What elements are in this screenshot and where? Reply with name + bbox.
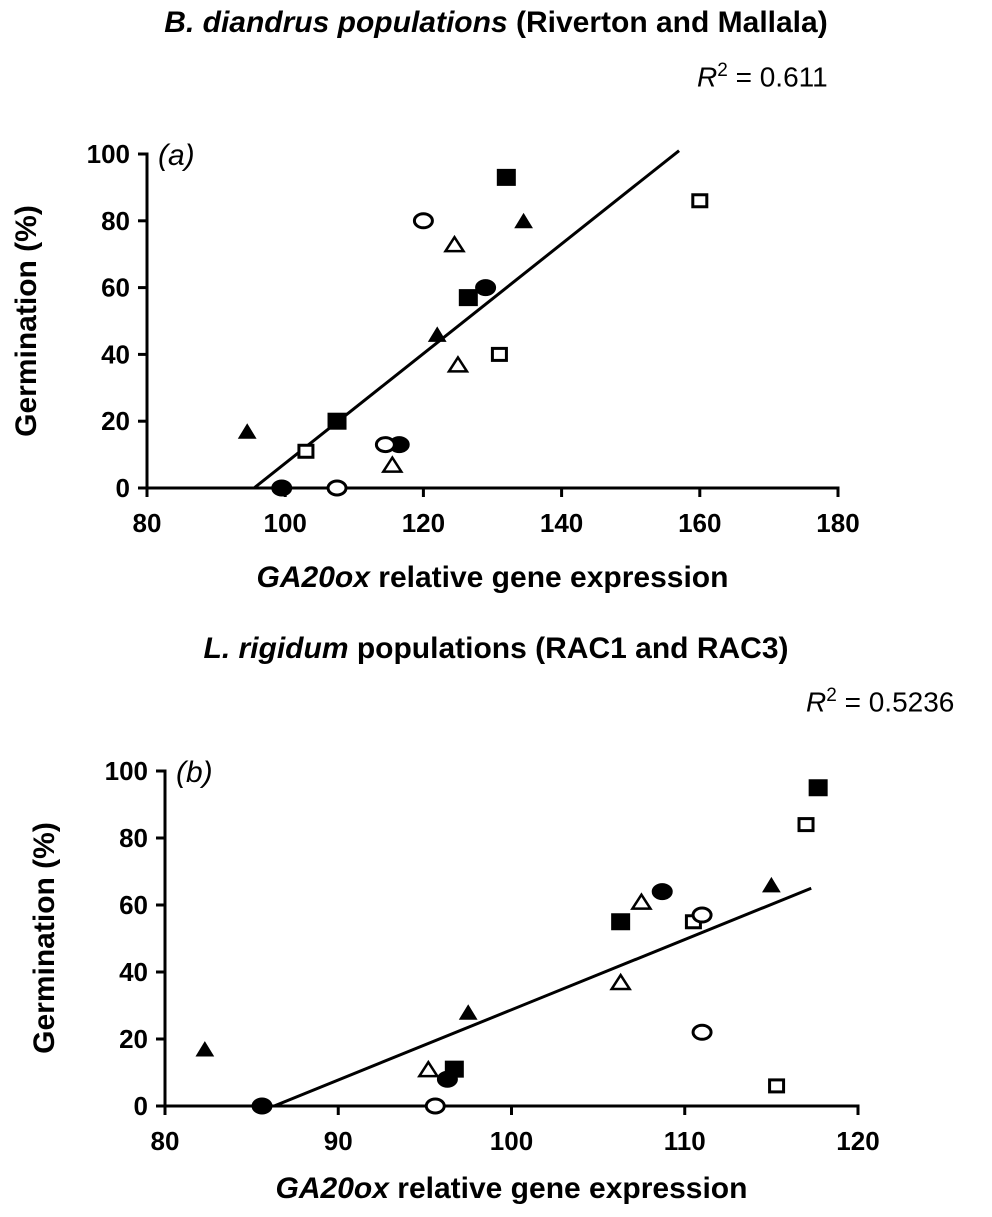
chart-a-point-triangle-filled	[237, 423, 257, 439]
chart-a-r2-sup: 2	[717, 60, 728, 81]
chart-b-y-tick-label: 100	[105, 756, 148, 786]
chart-b-point-square-filled	[808, 779, 828, 797]
chart-b-point-circle-filled	[251, 1097, 273, 1115]
chart-a-point-circle-open	[374, 436, 396, 454]
chart-a-point-square-filled	[496, 168, 516, 186]
chart-b-x-axis-label: GA20ox relative gene expression	[276, 1172, 748, 1205]
chart-a-point-circle-open	[326, 479, 348, 497]
chart-b-trendline	[273, 886, 812, 1108]
chart-b-point-triangle-open	[630, 892, 653, 910]
chart-b-point-triangle-filled	[458, 1004, 478, 1020]
chart-b-point-square-filled	[611, 913, 631, 931]
chart-a-y-axis-label: Germination (%)	[10, 205, 43, 437]
chart-a-x-axis-label-rest: relative gene expression	[370, 561, 729, 594]
chart-a-title-italic: B. diandrus populations	[164, 6, 508, 39]
chart-b-x-tick-label: 100	[490, 1126, 533, 1156]
chart-a-y-tick-label: 60	[101, 273, 130, 303]
chart-b-x-axis-label-italic: GA20ox	[276, 1172, 391, 1205]
chart-b-x-tick-label: 110	[664, 1126, 706, 1156]
chart-a-point-triangle-filled	[514, 212, 533, 229]
chart-b-point-square-open	[768, 1078, 786, 1094]
chart-a-y-tick-label: 0	[116, 473, 130, 503]
chart-a-x-axis-label: GA20ox relative gene expression	[257, 561, 729, 594]
chart-a-y-tick-label: 80	[101, 206, 130, 236]
chart-a-x-tick-label: 180	[816, 508, 859, 538]
chart-a-r2-value: = 0.611	[727, 61, 828, 93]
chart-a-point-triangle-open	[443, 234, 466, 253]
chart-b-title: L. rigidum populations (RAC1 and RAC3)	[0, 632, 992, 666]
chart-a-x-tick-label: 160	[678, 508, 721, 538]
chart-a-point-triangle-filled	[427, 326, 447, 342]
chart-b-point-triangle-filled	[761, 876, 781, 893]
chart-a-title: B. diandrus populations (Riverton and Ma…	[0, 6, 992, 40]
chart-b-r2: R2 = 0.5236	[806, 685, 954, 718]
chart-b-point-circle-open	[691, 1023, 713, 1041]
chart-a-x-tick-label: 120	[402, 508, 445, 538]
chart-a-y-tick-label: 20	[101, 406, 130, 436]
chart-a-point-circle-open	[412, 212, 434, 230]
chart-b-r2-value: = 0.5236	[836, 686, 955, 718]
chart-b-x-axis-label-rest: relative gene expression	[389, 1172, 748, 1205]
chart-b-point-triangle-open	[417, 1059, 440, 1078]
chart-a-point-square-filled	[458, 289, 478, 307]
chart-a-x-tick-label: 100	[264, 508, 307, 538]
chart-b-y-tick-label: 20	[119, 1024, 148, 1054]
chart-a-x-axis-label-italic: GA20ox	[257, 561, 372, 594]
chart-b-point-circle-filled	[651, 883, 673, 901]
chart-a-point-square-open	[691, 193, 709, 209]
chart-b-y-tick-label: 80	[119, 823, 148, 853]
chart-b-r2-symbol: R	[806, 686, 827, 718]
chart-a-point-circle-filled	[475, 279, 497, 297]
chart-a-x-tick-label: 140	[540, 508, 583, 538]
chart-b-panel-label: (b)	[176, 756, 213, 789]
chart-a-title-rest: (Riverton and Mallala)	[507, 6, 828, 39]
chart-a-x-tick-label: 80	[133, 508, 162, 538]
chart-a-point-square-open	[297, 443, 315, 459]
chart-a-panel-label: (a)	[158, 139, 195, 172]
chart-b-point-circle-open	[424, 1097, 446, 1115]
chart-b-point-triangle-open	[609, 972, 632, 991]
chart-a-point-square-filled	[327, 412, 347, 430]
chart-a-point-circle-filled	[271, 479, 293, 497]
chart-a-trendline	[253, 149, 681, 490]
chart-a-point-square-open	[490, 346, 508, 362]
chart-a-y-tick-label: 40	[101, 339, 130, 369]
chart-b-point-triangle-filled	[195, 1041, 215, 1057]
chart-a-r2: R2 = 0.611	[697, 60, 828, 93]
chart-b-y-tick-label: 60	[119, 890, 148, 920]
chart-b-point-circle-open	[691, 906, 713, 924]
chart-b-r2-sup: 2	[826, 685, 837, 706]
chart-b-title-rest: populations (RAC1 and RAC3)	[348, 632, 789, 665]
chart-b-y-tick-label: 0	[134, 1091, 148, 1121]
chart-a-point-triangle-open	[446, 355, 470, 373]
chart-b-point-circle-filled	[436, 1070, 458, 1088]
chart-a-point-triangle-open	[381, 455, 404, 473]
chart-b-x-tick-label: 90	[324, 1126, 353, 1156]
chart-b-x-tick-label: 80	[151, 1126, 180, 1156]
chart-b-y-axis-label: Germination (%)	[28, 822, 61, 1054]
chart-b-x-tick-label: 120	[836, 1126, 879, 1156]
chart-b-title-italic: L. rigidum	[203, 632, 349, 665]
chart-b-y-tick-label: 40	[119, 957, 148, 987]
chart-b-point-square-open	[797, 817, 815, 833]
chart-a-y-tick-label: 100	[87, 139, 130, 169]
chart-a-r2-symbol: R	[697, 61, 718, 93]
